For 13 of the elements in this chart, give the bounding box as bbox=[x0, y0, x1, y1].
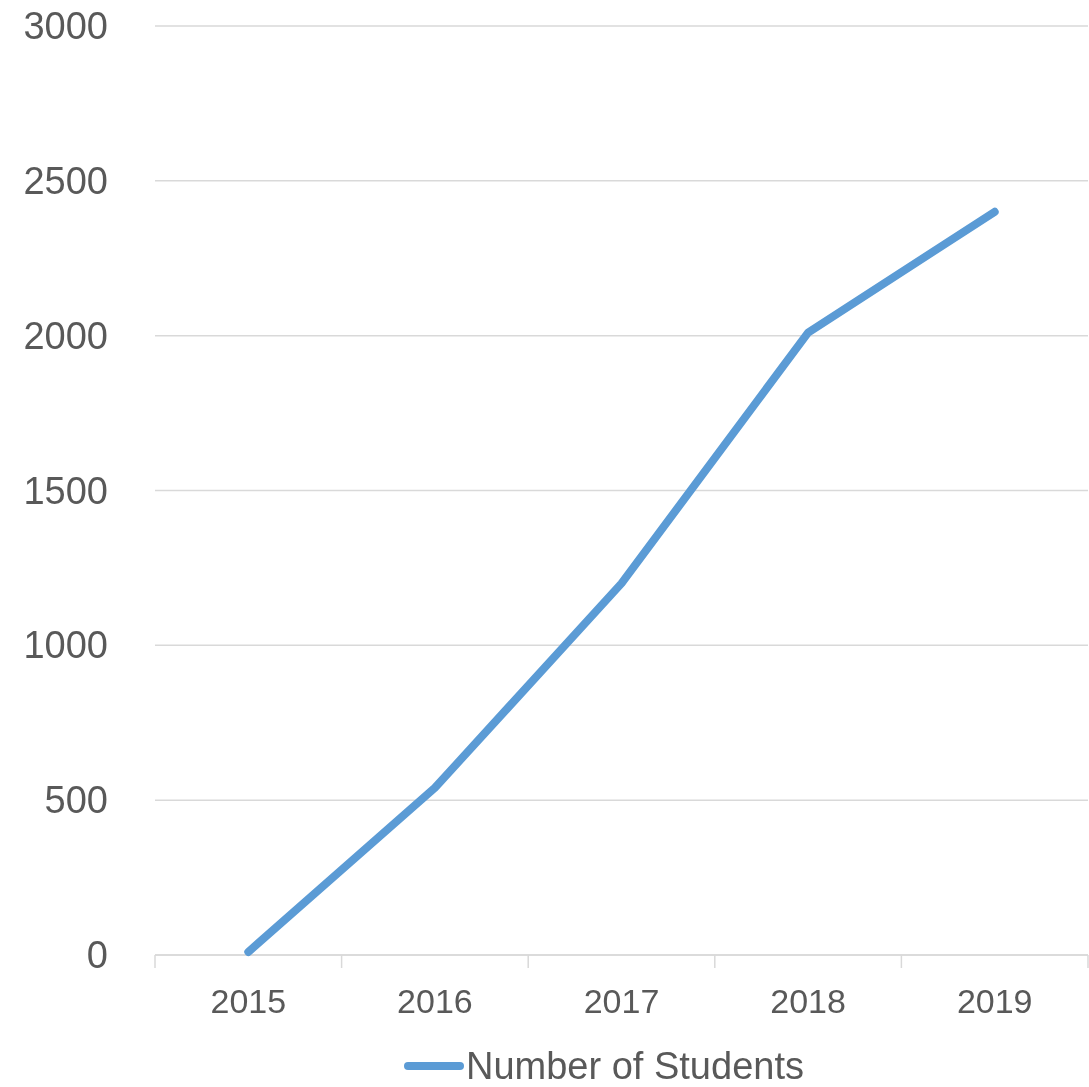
y-tick-label: 2500 bbox=[23, 159, 108, 202]
legend-label: Number of Students bbox=[466, 1045, 804, 1087]
x-tick-label: 2018 bbox=[770, 982, 846, 1020]
x-tick-label: 2017 bbox=[583, 982, 660, 1020]
x-tick-label: 2015 bbox=[210, 982, 287, 1020]
x-tick-label: 2016 bbox=[397, 982, 473, 1020]
x-tick-label: 2019 bbox=[956, 982, 1033, 1020]
y-tick-label: 0 bbox=[86, 934, 108, 976]
y-tick-label: 1500 bbox=[23, 469, 108, 512]
y-tick-label: 500 bbox=[44, 779, 108, 822]
y-tick-label: 2000 bbox=[23, 314, 108, 357]
y-tick-label: 1000 bbox=[23, 624, 108, 667]
y-tick-label: 3000 bbox=[23, 5, 108, 47]
